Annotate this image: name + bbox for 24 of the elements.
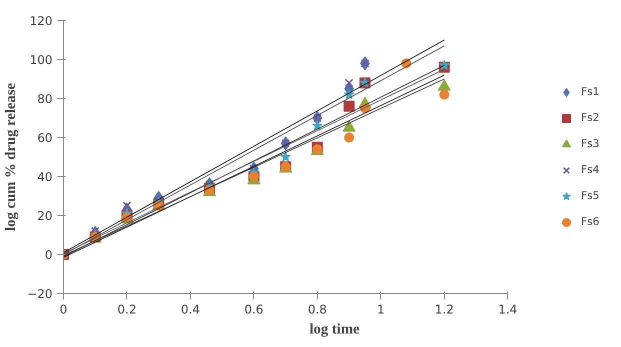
y-tick-label: 60 (37, 131, 53, 145)
y-tick-label: 20 (37, 209, 53, 223)
legend-label: Fs1 (581, 85, 600, 98)
y-tick-label: −20 (27, 287, 53, 301)
y-tick-label: 40 (37, 170, 53, 184)
x-tick-label: 0 (60, 302, 68, 316)
y-axis-title: log cum % drug release (3, 82, 20, 231)
legend-label: Fs2 (581, 111, 600, 124)
y-tick-label: 80 (37, 92, 53, 106)
x-tick-label: 1 (377, 302, 385, 316)
x-tick-label: 1.4 (498, 302, 518, 316)
x-tick-label: 0.4 (180, 302, 200, 316)
legend-label: Fs5 (581, 189, 600, 202)
y-tick-label: 120 (30, 14, 52, 28)
x-tick-label: 0.8 (308, 302, 327, 316)
y-tick-label: 100 (30, 53, 52, 67)
x-tick-label: 1.2 (434, 302, 454, 316)
legend-label: Fs3 (581, 137, 600, 150)
legend-label: Fs6 (581, 215, 600, 228)
x-tick-label: 0.6 (244, 302, 264, 316)
y-tick-label: 0 (44, 248, 53, 262)
x-tick-label: 0.2 (117, 302, 137, 316)
legend-label: Fs4 (581, 163, 600, 176)
x-axis-title: log time (309, 322, 360, 338)
